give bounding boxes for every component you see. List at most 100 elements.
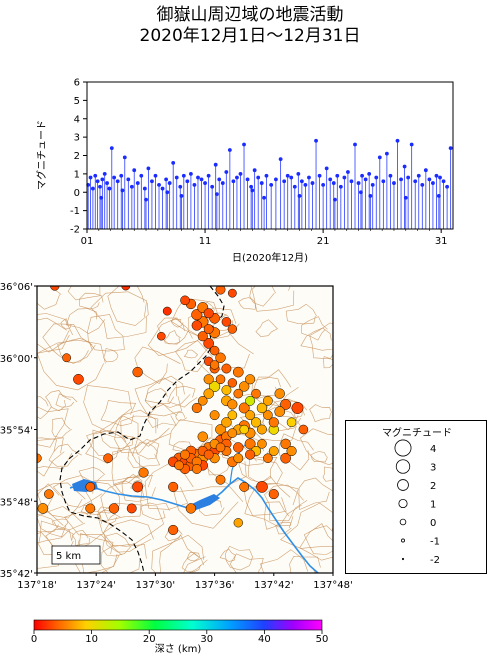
timeseries-xlabel: 日(2020年12月) — [232, 251, 308, 264]
stem-point — [370, 183, 375, 187]
contour-line — [135, 442, 158, 460]
stem-point — [142, 186, 147, 191]
ytick-label: 3 — [74, 133, 80, 144]
stem-point — [436, 194, 441, 198]
earthquake-marker — [103, 453, 113, 464]
contour-line — [278, 433, 314, 471]
contour-line — [97, 502, 165, 547]
xtick-label: 31 — [435, 236, 448, 247]
contour-line — [188, 307, 240, 340]
stem-point — [367, 171, 372, 176]
colorbar-tick-label: 10 — [85, 634, 98, 645]
stem-point — [333, 197, 337, 202]
earthquake-marker — [132, 366, 143, 378]
earthquake-marker — [257, 424, 267, 435]
earthquake-marker — [263, 453, 273, 464]
contour-line — [280, 502, 333, 549]
legend-label: -2 — [430, 555, 440, 566]
contour-line — [144, 388, 175, 408]
stem-point — [317, 173, 322, 178]
earthquake-marker — [280, 438, 291, 450]
earthquake-marker — [262, 395, 273, 406]
earthquake-marker — [250, 417, 262, 428]
contour-line — [100, 415, 139, 449]
contour-line — [244, 482, 302, 528]
earthquake-marker — [233, 453, 244, 464]
earthquake-marker — [85, 482, 96, 492]
stem-point — [167, 181, 172, 185]
earthquake-marker — [221, 417, 232, 428]
earthquake-marker — [227, 410, 238, 420]
earthquake-marker — [274, 406, 286, 417]
contour-line — [264, 484, 308, 522]
stem-point — [434, 173, 439, 178]
title-line-1: 御嶽山周辺域の地震活動 — [156, 5, 344, 25]
stem-point — [100, 177, 105, 182]
legend-symbol — [398, 498, 408, 509]
stem-point — [269, 183, 274, 187]
stem-point — [199, 177, 204, 182]
stem-point — [185, 179, 190, 184]
earthquake-marker — [191, 320, 203, 331]
timeseries-frame — [86, 81, 454, 230]
contour-line — [37, 313, 73, 354]
stem-point — [93, 173, 98, 178]
earthquake-marker — [197, 396, 208, 406]
stem-point — [206, 173, 211, 178]
earthquake-marker — [238, 402, 250, 414]
stem-point — [427, 177, 432, 182]
contour-line — [253, 376, 281, 400]
map-ytick-label: 35°42' — [0, 569, 33, 580]
earthquake-marker — [191, 464, 202, 474]
stem-point — [307, 175, 311, 180]
xtick-label: 21 — [317, 236, 330, 247]
stem-point — [420, 183, 425, 187]
stem-point — [328, 177, 333, 182]
ytick-label: -1 — [70, 206, 80, 217]
earthquake-marker — [239, 481, 250, 492]
contour-line — [264, 501, 294, 530]
contour-line — [168, 419, 213, 451]
map-xtick-label: 137°18' — [17, 580, 57, 591]
contour-line — [309, 404, 333, 422]
timeseries-ylabel: マグニチュード — [35, 120, 48, 190]
stem-point — [146, 166, 151, 171]
contour-line — [37, 510, 67, 544]
earthquake-marker — [44, 489, 54, 499]
earthquake-marker — [221, 317, 232, 327]
stem-point — [135, 181, 140, 185]
stem-point — [160, 186, 165, 191]
ytick-label: 6 — [74, 78, 80, 89]
stem-point — [129, 184, 134, 189]
stem-point — [242, 142, 246, 147]
contour-line — [285, 303, 317, 325]
earthquake-marker — [126, 503, 137, 514]
contour-line — [111, 448, 147, 486]
contour-line — [113, 474, 145, 499]
contour-line — [45, 390, 72, 412]
stem-point — [139, 173, 144, 178]
earthquake-marker — [185, 503, 197, 514]
earthquake-marker — [245, 395, 256, 406]
contour-line — [303, 525, 333, 555]
earthquake-marker — [168, 524, 179, 536]
stem-point — [181, 173, 186, 178]
contour-line — [90, 291, 147, 339]
earthquake-marker — [244, 438, 256, 450]
earthquake-marker — [197, 431, 208, 442]
earthquake-marker — [268, 446, 279, 456]
stem-point — [245, 177, 250, 182]
earthquake-marker — [245, 449, 256, 460]
earthquake-marker — [263, 410, 273, 420]
stem-point — [238, 171, 243, 176]
stem-point — [98, 184, 102, 189]
stem-point — [256, 175, 261, 180]
colorbar-tick-label: 30 — [200, 634, 213, 645]
contour-line — [37, 513, 59, 533]
stem-point — [249, 184, 254, 189]
contour-line — [310, 451, 328, 463]
earthquake-marker — [121, 286, 131, 291]
contour-line — [37, 406, 69, 448]
earthquake-marker — [239, 381, 250, 392]
stem-point — [299, 179, 304, 184]
